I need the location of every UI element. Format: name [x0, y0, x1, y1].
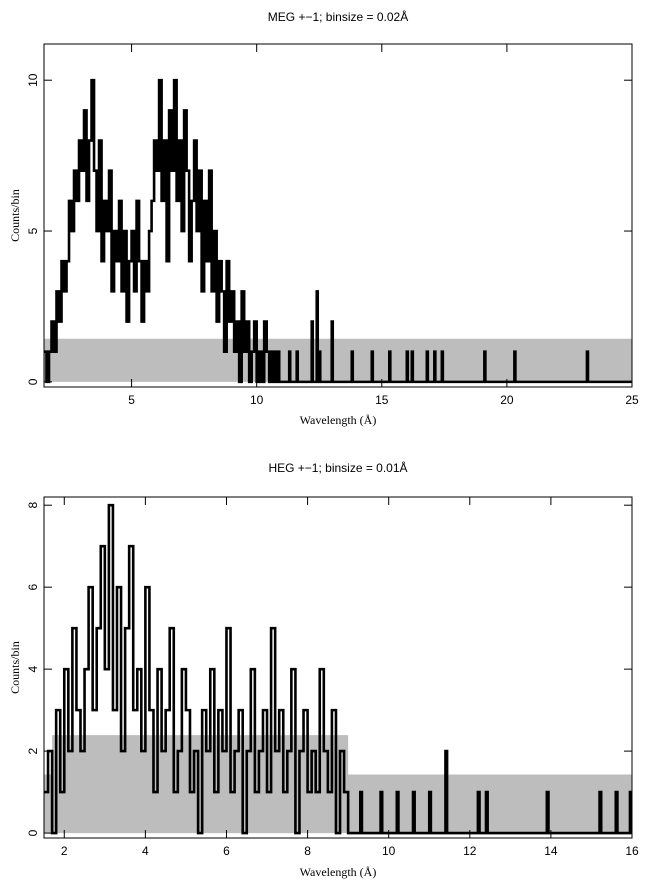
error-band [44, 338, 632, 382]
y-axis-label: Counts/bin [8, 189, 22, 242]
x-tick-label: 10 [250, 393, 264, 407]
x-axis-label: Wavelength (Å) [300, 865, 377, 879]
x-tick-label: 14 [544, 844, 558, 858]
chart-title: MEG +−1; binsize = 0.02Å [268, 9, 408, 24]
chart-title: HEG +−1; binsize = 0.01Å [268, 460, 407, 475]
x-tick-label: 15 [375, 393, 389, 407]
y-tick-label: 5 [26, 227, 40, 234]
y-tick-label: 0 [26, 378, 40, 385]
y-tick-label: 2 [26, 747, 40, 754]
panel: MEG +−1; binsize = 0.02Å Wavelength (Å) Co… [8, 9, 639, 427]
x-tick-label: 5 [128, 393, 135, 407]
x-tick-label: 20 [500, 393, 514, 407]
spectrum-line [44, 78, 632, 384]
y-axis-label: Counts/bin [8, 641, 22, 694]
x-tick-label: 25 [625, 393, 639, 407]
x-tick-label: 2 [61, 844, 68, 858]
y-tick-label: 0 [26, 829, 40, 836]
x-tick-label: 8 [304, 844, 311, 858]
plot-frame [43, 496, 633, 839]
x-axis-label: Wavelength (Å) [300, 413, 377, 427]
x-tick-label: 16 [625, 844, 639, 858]
error-band [44, 735, 632, 834]
x-tick-label: 12 [463, 844, 477, 858]
plot-frame [43, 43, 633, 388]
y-tick-label: 10 [26, 73, 40, 87]
panel: HEG +−1; binsize = 0.01Å Wavelength (Å) Co… [8, 460, 639, 879]
y-tick-label: 4 [26, 665, 40, 672]
x-tick-label: 4 [142, 844, 149, 858]
x-tick-label: 6 [223, 844, 230, 858]
y-tick-label: 8 [26, 502, 40, 509]
spectrum-line [44, 503, 632, 835]
x-tick-label: 10 [382, 844, 396, 858]
y-tick-label: 6 [26, 584, 40, 591]
